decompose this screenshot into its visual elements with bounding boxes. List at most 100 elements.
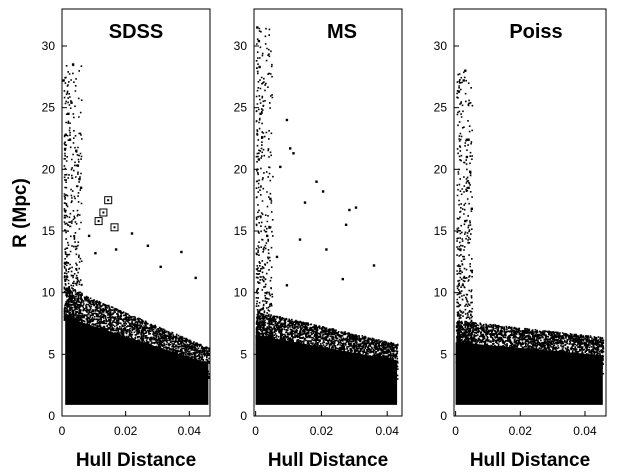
data-point [257,158,261,161]
y-tick-label: 30 [434,39,448,53]
data-point [70,101,73,104]
data-point [289,147,292,150]
x-tick-label: 0.02 [114,424,138,438]
data-point [180,250,183,254]
data-point [462,79,465,82]
data-point [76,164,80,167]
data-point [68,138,72,141]
y-axis-label: R (Mpc) [10,178,31,248]
y-tick-label: 25 [434,101,448,115]
data-point [130,232,134,235]
x-tick-label: 0.02 [509,424,533,438]
chart-panels: 0 5 10 15 20 25 30 0 0.02 0.04 SDSS Hull Distance 0 5… [42,8,607,471]
plot-frame [253,8,403,417]
fringe-points [63,64,210,381]
y-tick-label: 20 [234,162,248,176]
data-point [256,26,259,29]
y-tick-label: 10 [434,286,448,300]
panel-title: MS [327,21,357,43]
plot-frame [61,8,211,417]
chart-panel-sdss: 0 5 10 15 20 25 30 0 0.02 0.04 SDSS Hull Distance [42,8,211,471]
data-point [75,149,78,152]
data-point [285,118,289,122]
y-tick-label: 25 [234,101,248,115]
data-point [459,248,462,251]
data-point [315,180,318,183]
x-tick-label: 0.04 [178,424,202,438]
panel-title: SDSS [109,21,163,43]
data-point [470,207,473,210]
x-axis-label: Hull Distance [76,450,196,471]
y-tick-label: 15 [434,224,448,238]
marked-point [94,217,103,226]
y-tick-label: 5 [440,347,447,361]
y-tick-label: 10 [234,286,248,300]
data-point [279,165,282,169]
y-tick-label: 25 [42,101,56,115]
data-point [464,219,467,223]
data-point [464,69,467,72]
x-tick-label: 0.04 [573,424,597,438]
y-tick-label: 20 [434,162,448,176]
data-point [259,112,262,115]
data-point [465,138,469,141]
data-point [469,170,472,173]
y-tick-label: 30 [234,39,248,53]
data-point [325,248,328,251]
data-point [348,208,351,212]
data-point [261,136,264,139]
marked-point [110,223,119,232]
data-point [341,277,344,281]
data-point [269,197,272,201]
y-tick-label: 30 [42,39,56,53]
fringe-points [455,71,605,376]
y-tick-label: 20 [42,162,56,176]
data-point [194,276,197,280]
x-tick-label: 0 [59,424,66,438]
data-point [467,186,470,189]
x-tick-label: 0.04 [376,424,400,438]
data-point [258,65,261,69]
data-point [78,178,81,181]
data-points [455,69,605,405]
data-point [292,152,295,155]
data-point [87,234,91,238]
chart-panel-ms: 0 5 10 15 20 25 30 0 0.02 0.04 MS Hull Distance [234,8,403,471]
y-tick-label: 10 [42,286,56,300]
x-axis-label: Hull Distance [470,450,590,471]
data-point [266,234,269,238]
plot-frame [453,8,607,417]
y-tick-label: 15 [42,224,56,238]
data-point [257,39,261,43]
data-point [465,155,469,159]
panel-title: Poiss [509,21,562,43]
data-point [114,248,118,251]
data-point [67,112,70,115]
data-point [303,201,307,204]
y-tick-label: 5 [48,347,55,361]
data-point [467,138,470,141]
data-point [146,244,150,247]
y-tick-label: 15 [234,224,248,238]
data-point [372,264,376,267]
data-point [275,255,279,259]
x-tick-label: 0 [252,424,259,438]
data-point [79,186,83,189]
y-tick-label: 5 [240,347,247,361]
data-points [255,26,399,405]
x-axis-label: Hull Distance [268,450,388,471]
data-point [354,206,358,209]
fringe-points [255,27,399,380]
data-point [298,238,302,241]
y-tick-label: 0 [440,409,447,423]
y-tick-label: 0 [48,409,55,423]
marked-point [104,196,113,205]
data-point [457,90,461,93]
data-point [94,252,97,255]
data-point [285,284,289,287]
data-point [344,223,348,226]
chart-panel-poiss: 0 5 10 15 20 25 30 0 0.02 0.04 Poiss Hull Distance [434,8,607,471]
x-tick-label: 0.02 [310,424,334,438]
x-tick-label: 0 [452,424,459,438]
